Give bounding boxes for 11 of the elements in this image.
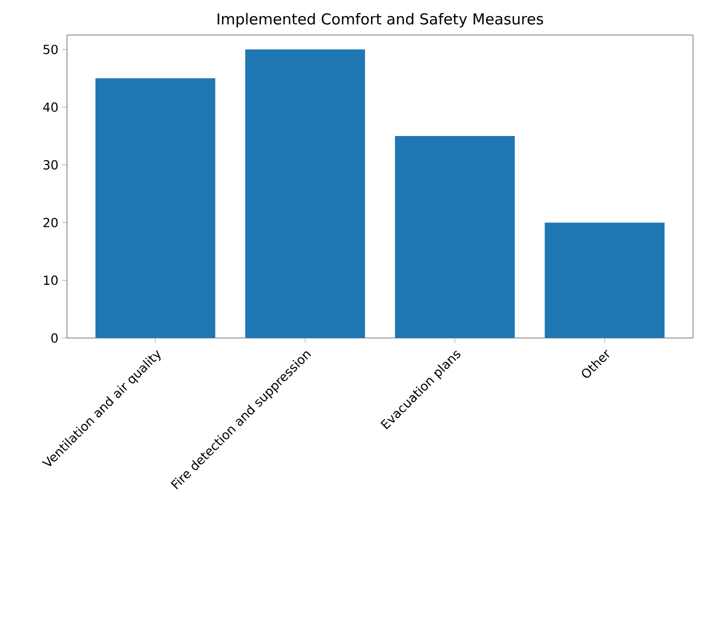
bar xyxy=(245,49,366,338)
bar xyxy=(95,78,216,338)
y-tick-label: 40 xyxy=(43,102,58,112)
y-tick-label: 50 xyxy=(44,44,58,54)
y-tick-label: 10 xyxy=(44,276,58,286)
y-tick-label: 0 xyxy=(51,333,58,343)
y-tick-label: 30 xyxy=(44,160,58,170)
bar xyxy=(544,222,665,338)
y-tick-label: 20 xyxy=(43,218,58,228)
bar xyxy=(394,136,515,338)
chart-title: Implemented Comfort and Safety Measures xyxy=(218,12,544,28)
